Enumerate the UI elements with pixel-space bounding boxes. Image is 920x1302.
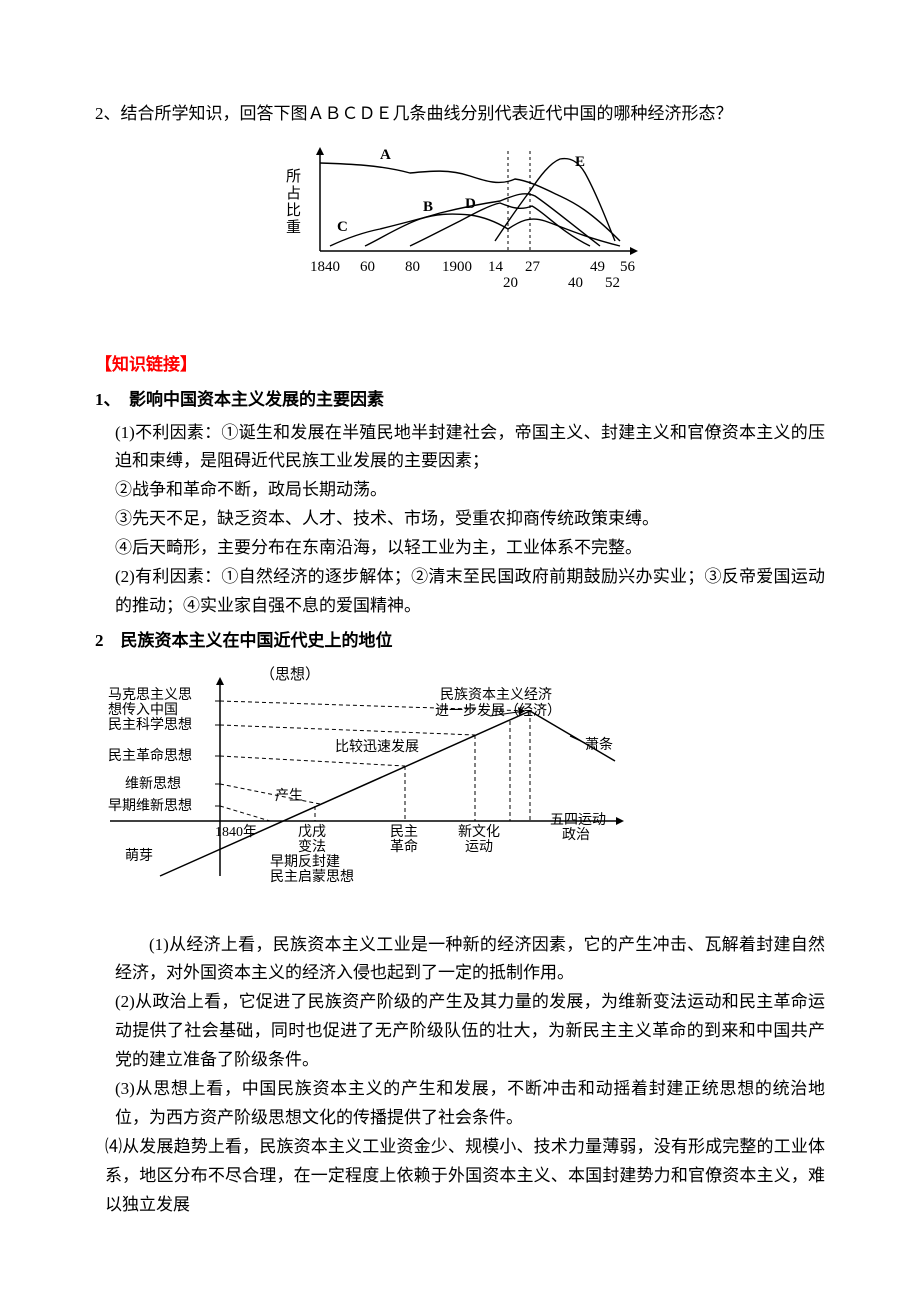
chart1-ylabel-4: 重 [286, 219, 301, 236]
chart-2-container: （思想） 马克思主义思 想传入中国 民主科学思想 民主革命思想 维新思想 早期维… [95, 666, 825, 906]
chart2-ylabel: 早期维新思想 [108, 798, 192, 814]
chart2-ylabel: 想传入中国 [108, 702, 178, 718]
chart2-bottom: 民主启蒙思想 [270, 869, 354, 885]
chart2-right: 萧条 [585, 736, 613, 753]
section-1-heading: 1、 影响中国资本主义发展的主要因素 [95, 386, 825, 415]
chart1-label-b: B [423, 199, 433, 215]
chart2-bottom: 早期反封建 [270, 854, 340, 870]
section-1-p1: (1)不利因素：①诞生和发展在半殖民地半封建社会，帝国主义、封建主义和官僚资本主… [95, 419, 825, 477]
chart1-xtick: 60 [360, 259, 375, 275]
section-2-p3: (3)从思想上看，中国民族资本主义的产生和发展，不断冲击和动摇着封建正统思想的统… [95, 1075, 825, 1133]
chart2-ylabel: 萌芽 [125, 848, 153, 864]
chart-2-svg: （思想） 马克思主义思 想传入中国 民主科学思想 民主革命思想 维新思想 早期维… [105, 666, 645, 896]
chart2-xlabel: 1840年 [215, 824, 257, 840]
knowledge-link-header: 【知识链接】 [95, 351, 825, 380]
chart2-xlabel: 新文化 [458, 824, 500, 840]
section-2-p2: (2)从政治上看，它促进了民族资产阶级的产生及其力量的发展，为维新变法运动和民主… [95, 988, 825, 1075]
chart1-label-c: C [337, 219, 348, 235]
section-1-p4: ④后天畸形，主要分布在东南沿海，以轻工业为主，工业体系不完整。 [95, 534, 825, 563]
chart2-xlabel: 变法 [298, 839, 326, 855]
chart2-ylabel: 民主科学思想 [108, 717, 192, 733]
chart2-right: 民族资本主义经济 [440, 687, 552, 703]
chart2-xlabel: 戊戌 [298, 824, 326, 840]
chart1-ylabel-1: 所 [286, 168, 301, 185]
chart1-xtick: 80 [405, 259, 420, 275]
chart1-xtick: 14 [488, 259, 504, 275]
chart2-ylabel: 民主革命思想 [108, 747, 192, 764]
chart1-xtick: 56 [620, 259, 636, 275]
chart2-xlabel: 政治 [562, 827, 590, 843]
chart1-xtick: 1840 [310, 259, 340, 275]
chart2-inline: 产生 [275, 788, 303, 804]
section-2-heading: 2 民族资本主义在中国近代史上的地位 [95, 627, 825, 656]
chart1-xtick: 40 [568, 275, 583, 291]
chart1-xtick: 27 [525, 259, 541, 275]
question-2-text: 2、结合所学知识，回答下图ＡＢＣＤＥ几条曲线分别代表近代中国的哪种经济形态？ [95, 100, 825, 129]
section-1-p2: ②战争和革命不断，政局长期动荡。 [95, 476, 825, 505]
chart1-label-e: E [575, 154, 585, 170]
section-2-p1: (1)从经济上看，民族资本主义工业是一种新的经济因素，它的产生冲击、瓦解着封建自… [95, 931, 825, 989]
chart-1-svg: 所 占 比 重 A B C D E 1840 60 80 1900 14 20 … [280, 141, 640, 316]
chart2-inline: 比较迅速发展 [335, 739, 419, 755]
chart1-xtick: 52 [605, 275, 620, 291]
chart1-label-d: D [465, 196, 476, 212]
chart1-ylabel-3: 比 [286, 202, 301, 219]
chart1-xtick: 1900 [442, 259, 472, 275]
chart2-right: 进一步发展（经济） [435, 703, 561, 719]
section-1-p5: (2)有利因素：①自然经济的逐步解体；②清末至民国政府前期鼓励兴办实业；③反帝爱… [95, 563, 825, 621]
chart2-top-label: （思想） [260, 666, 320, 683]
chart1-ylabel-2: 占 [286, 185, 301, 202]
chart1-label-a: A [380, 147, 391, 163]
chart-1-container: 所 占 比 重 A B C D E 1840 60 80 1900 14 20 … [95, 141, 825, 326]
chart2-xlabel: 革命 [390, 838, 418, 855]
chart2-ylabel: 维新思想 [125, 776, 181, 792]
chart2-ylabel: 马克思主义思 [108, 687, 192, 703]
chart2-xlabel: 民主 [390, 824, 418, 840]
chart2-xlabel: 五四运动 [550, 812, 606, 828]
section-2-p4: ⑷从发展趋势上看，民族资本主义工业资金少、规模小、技术力量薄弱，没有形成完整的工… [95, 1133, 825, 1220]
section-1-p3: ③先天不足，缺乏资本、人才、技术、市场，受重农抑商传统政策束缚。 [95, 505, 825, 534]
chart1-xtick: 20 [503, 275, 518, 291]
chart2-xlabel: 运动 [465, 839, 493, 855]
chart1-xtick: 49 [590, 259, 605, 275]
